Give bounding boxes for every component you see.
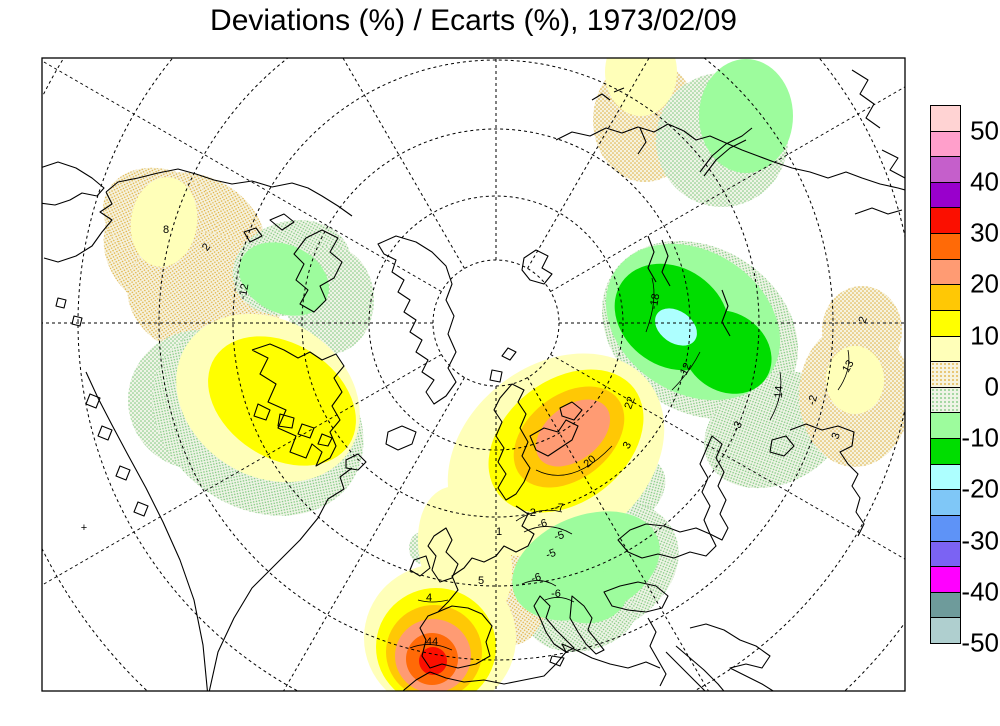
legend-swatch--45to-40: [930, 591, 961, 619]
contour-label: 8: [163, 224, 169, 236]
contour-label: -5: [553, 529, 566, 543]
contour-label: +: [81, 522, 87, 534]
legend-label-40: 40: [970, 166, 999, 197]
deviation-region: [130, 177, 198, 267]
legend-label-30: 30: [970, 217, 999, 248]
legend-swatch-45to50: [930, 130, 961, 158]
coastlines: [42, 69, 905, 691]
legend-swatch--15to-10: [930, 438, 961, 465]
legend-swatch-20to25: [930, 258, 961, 286]
deviation-region: [655, 308, 697, 346]
legend-swatch-5to10: [930, 335, 961, 363]
legend-swatch-10to15: [930, 309, 961, 337]
contour-label: -5: [544, 547, 557, 562]
legend-label--40: -40: [961, 576, 999, 607]
legend-swatch-50to55: [930, 105, 961, 132]
contour-label: 22: [622, 395, 637, 411]
deviation-regions: [103, 58, 905, 691]
contour-label: 4: [426, 592, 432, 604]
contour-label: -14: [772, 385, 785, 402]
contour-label: 5: [478, 575, 484, 587]
legend-label-50: 50: [970, 115, 999, 146]
color-scale-legend: [930, 105, 963, 644]
contour-label: 2: [856, 315, 869, 325]
deviation-region: [208, 336, 356, 466]
contour-label: 13: [840, 358, 857, 375]
legend-swatch--40to-35: [930, 566, 961, 593]
contour-label: 3: [829, 431, 842, 441]
color-scale-labels: 50 40 30 20 10 0 -10 -20 -30 -40 -50: [961, 0, 1000, 726]
deviation-region: [555, 570, 627, 624]
map-frame: [41, 57, 906, 692]
legend-label--20: -20: [961, 473, 999, 504]
contour-label: -7: [554, 502, 564, 514]
legend-swatch-0to5: [930, 361, 961, 388]
deviation-region: [699, 59, 793, 173]
legend-swatch--25to-20: [930, 489, 961, 516]
legend-swatch--10to-5: [930, 412, 961, 440]
contour-label: 1: [496, 526, 502, 538]
contour-label: -6: [530, 571, 543, 585]
contour-lines: [409, 277, 850, 651]
deviation-region: [682, 310, 772, 394]
legend-label--10: -10: [961, 422, 999, 453]
legend-swatch--50to-45: [930, 617, 961, 644]
contour-label: 44: [426, 636, 438, 648]
legend-label-10: 10: [970, 320, 999, 351]
legend-label--50: -50: [961, 627, 999, 658]
legend-swatch-25to30: [930, 233, 961, 260]
legend-swatch--35to-30: [930, 540, 961, 568]
legend-swatch-30to35: [930, 207, 961, 235]
contour-label: -12: [237, 283, 252, 301]
legend-label-0: 0: [984, 371, 999, 402]
deviation-region: [239, 242, 329, 316]
contour-label: -6: [551, 588, 561, 600]
legend-swatch--30to-25: [930, 514, 961, 542]
legend-swatch--5to0: [930, 386, 961, 414]
legend-swatch-35to40: [930, 181, 961, 209]
contour-label: -2: [526, 507, 536, 519]
legend-swatch--20to-15: [930, 463, 961, 491]
page-title: Deviations (%) / Ecarts (%), 1973/02/09: [210, 4, 737, 37]
contour-label: -6: [536, 517, 549, 531]
legend-swatch-15to20: [930, 284, 961, 311]
deviation-region: [605, 58, 677, 116]
deviation-region: [419, 647, 447, 675]
deviation-region: [826, 346, 884, 414]
contour-label: -2: [806, 394, 820, 407]
legend-label--30: -30: [961, 525, 999, 556]
contour-label: -18: [648, 293, 663, 311]
contour-label: 2: [200, 241, 213, 253]
contour-label: 3: [621, 440, 634, 451]
legend-label-20: 20: [970, 268, 999, 299]
deviation-region: [535, 399, 611, 467]
legend-swatch-40to45: [930, 156, 961, 183]
